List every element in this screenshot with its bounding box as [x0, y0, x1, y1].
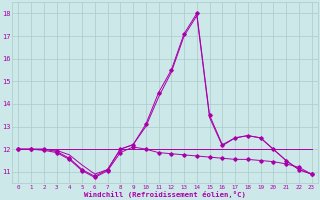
X-axis label: Windchill (Refroidissement éolien,°C): Windchill (Refroidissement éolien,°C) [84, 191, 246, 198]
